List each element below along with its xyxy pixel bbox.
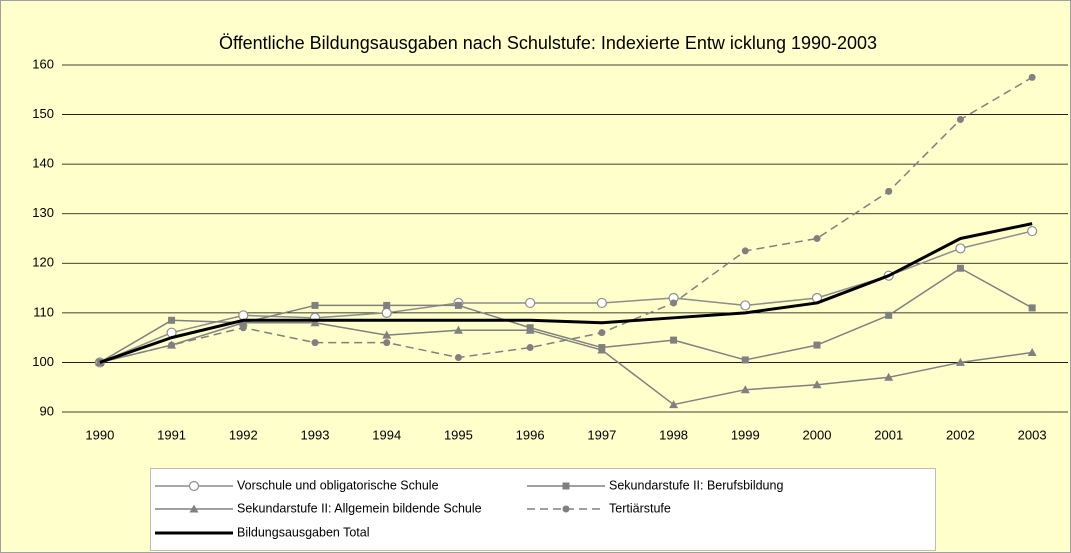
- legend-marker: [188, 480, 200, 492]
- data-point: [383, 301, 391, 309]
- x-tick-label: 2001: [874, 427, 903, 442]
- data-point: [597, 345, 607, 354]
- y-tick-label: 110: [33, 304, 54, 319]
- data-point: [670, 336, 678, 344]
- legend-marker: [562, 505, 570, 513]
- data-point: [453, 325, 463, 334]
- data-point: [239, 324, 247, 332]
- data-point: [596, 297, 607, 309]
- legend-label: Tertiärstufe: [609, 501, 671, 515]
- data-point: [812, 380, 822, 389]
- data-point: [238, 318, 248, 327]
- x-tick-label: 1992: [229, 427, 258, 442]
- y-tick-label: 130: [32, 205, 54, 220]
- x-tick-label: 2003: [1018, 427, 1047, 442]
- y-tick-label: 90: [40, 403, 54, 418]
- data-point: [168, 341, 176, 349]
- y-tick-label: 160: [32, 56, 54, 71]
- x-tick-label: 1999: [731, 427, 760, 442]
- legend-marker: [562, 482, 570, 490]
- data-point: [381, 307, 392, 318]
- data-point: [955, 243, 966, 254]
- data-point: [813, 235, 821, 242]
- data-point: [956, 264, 964, 272]
- data-point: [525, 325, 535, 334]
- data-point: [669, 400, 679, 409]
- y-tick-label: 140: [32, 156, 54, 171]
- data-point: [1028, 73, 1036, 81]
- x-tick-label: 2000: [803, 427, 832, 442]
- data-point: [740, 300, 751, 311]
- data-point: [741, 247, 749, 255]
- data-point: [525, 297, 536, 309]
- legend-marker: [189, 504, 199, 513]
- x-tick-label: 1996: [516, 427, 545, 442]
- data-point: [670, 299, 678, 307]
- data-point: [1028, 304, 1036, 312]
- legend-label: Sekundarstufe II: Allgemein bildende Sch…: [237, 501, 482, 515]
- data-point: [955, 357, 965, 366]
- data-point: [383, 339, 391, 347]
- data-point: [813, 341, 821, 349]
- data-point: [382, 330, 392, 339]
- data-point: [885, 311, 893, 319]
- x-tick-label: 1990: [85, 427, 114, 442]
- x-tick-label: 1998: [659, 427, 688, 442]
- data-point: [168, 316, 176, 324]
- x-tick-label: 1995: [444, 427, 473, 442]
- chart-title: Öffentliche Bildungsausgaben nach Schuls…: [219, 33, 877, 53]
- data-point: [598, 329, 606, 337]
- data-point: [454, 301, 462, 309]
- data-point: [884, 372, 894, 381]
- data-point: [956, 116, 964, 124]
- data-point: [741, 356, 749, 364]
- legend-label: Bildungsausgaben Total: [237, 525, 370, 539]
- data-point: [454, 353, 462, 361]
- data-point: [526, 344, 534, 352]
- series-line: [99, 76, 1033, 364]
- x-tick-label: 1991: [157, 427, 186, 442]
- x-tick-label: 1993: [301, 427, 330, 442]
- x-tick-label: 1994: [372, 427, 401, 442]
- data-point: [885, 187, 893, 195]
- data-point: [310, 318, 320, 327]
- data-point: [1027, 348, 1037, 357]
- data-point: [740, 385, 750, 394]
- x-tick-label: 1997: [587, 427, 616, 442]
- data-point: [1027, 225, 1038, 237]
- x-tick-label: 2002: [946, 427, 975, 442]
- series-line: [99, 222, 1033, 364]
- data-point: [311, 339, 319, 347]
- y-tick-label: 100: [32, 354, 54, 369]
- legend-label: Vorschule und obligatorische Schule: [237, 478, 439, 492]
- y-tick-label: 120: [32, 255, 54, 270]
- legend-label: Sekundarstufe II: Berufsbildung: [609, 478, 783, 492]
- data-point: [311, 301, 319, 309]
- y-tick-label: 150: [32, 106, 54, 121]
